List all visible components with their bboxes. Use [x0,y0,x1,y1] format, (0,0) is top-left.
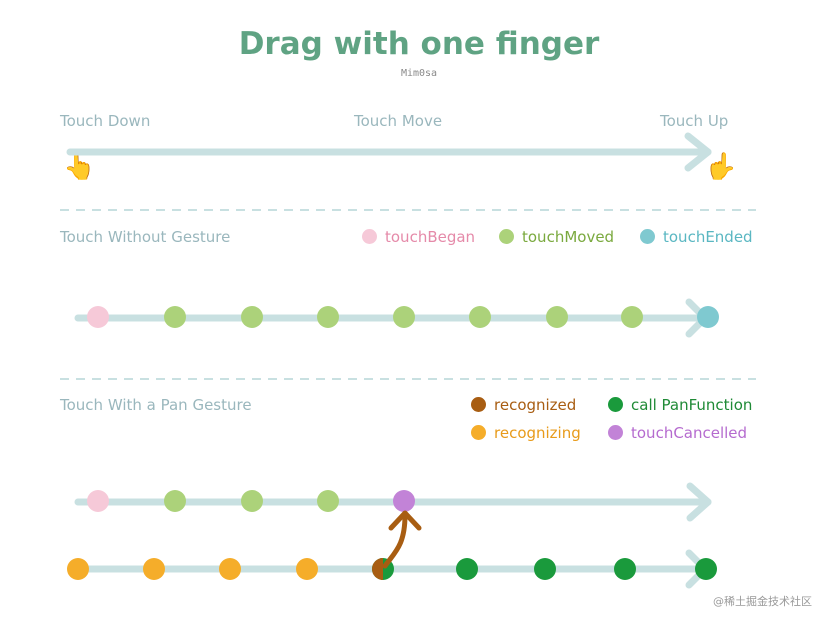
touch-moved-dot [621,306,643,328]
cancel-arrow-head [388,510,422,531]
legend-touch-began: touchBegan [362,228,475,246]
legend-label: touchBegan [385,228,476,246]
legend-label: touchMoved [522,228,615,246]
legend-call-pan-function: call PanFunction [608,396,752,414]
track-arrow-head [686,482,712,522]
touch-moved-dot [469,306,491,328]
legend-label: recognizing [494,424,581,442]
touch-moved-dot [546,306,568,328]
touch-began-dot [87,490,109,512]
legend-touch-cancelled: touchCancelled [608,424,747,442]
legend-recognizing: recognizing [471,424,581,442]
label-touch-down: Touch Down [60,112,151,130]
legend-dot [471,397,486,412]
legend-dot [640,229,655,244]
label-touch-with-pan-gesture: Touch With a Pan Gesture [60,396,252,414]
touch-began-dot [87,306,109,328]
touch-moved-dot [241,306,263,328]
recognizing-dot [143,558,165,580]
legend-dot [499,229,514,244]
call-pan-function-dot [614,558,636,580]
touch-arrow-head [684,132,712,172]
touch-cancelled-dot [393,490,415,512]
recognizing-dot [67,558,89,580]
legend-touch-moved: touchMoved [499,228,614,246]
legend-dot [362,229,377,244]
cancel-arrow [382,512,408,569]
legend-label: touchCancelled [631,424,748,442]
watermark: @稀土掘金技术社区 [713,595,812,608]
legend-dot [608,425,623,440]
legend-label: touchEnded [663,228,753,246]
touch-ended-dot [697,306,719,328]
legend-dot [471,425,486,440]
label-touch-move: Touch Move [354,112,443,130]
call-pan-function-dot [456,558,478,580]
legend-touch-ended: touchEnded [640,228,753,246]
call-pan-function-dot [534,558,556,580]
legend-dot [608,397,623,412]
author-credit: Mim0sa [400,68,438,79]
touch-moved-dot [393,306,415,328]
label-touch-up: Touch Up [660,112,729,130]
touch-moved-dot [317,306,339,328]
call-pan-function-dot [695,558,717,580]
touch-moved-dot [164,490,186,512]
page-title: Drag with one finger [238,26,600,62]
label-touch-without-gesture: Touch Without Gesture [60,228,231,246]
legend-label: call PanFunction [631,396,753,414]
recognizing-dot [296,558,318,580]
legend-recognized: recognized [471,396,576,414]
recognizing-dot [219,558,241,580]
touch-moved-dot [317,490,339,512]
pointing-hand-icon: 👆 [63,152,96,182]
touch-moved-dot [241,490,263,512]
touch-moved-dot [164,306,186,328]
legend-label: recognized [494,396,577,414]
